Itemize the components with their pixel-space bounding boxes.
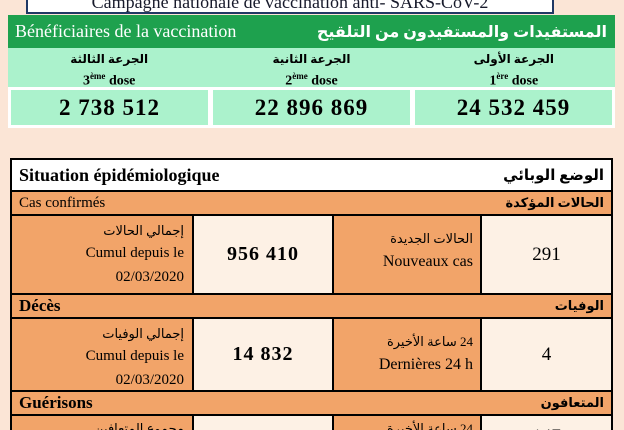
guerisons-row: مجموع المتعافين 936 436 24 ساعة الأخيرة … [12, 416, 611, 430]
dose1-label-ar: الجرعة الأولى [473, 52, 554, 66]
dose1-label-fr: 1ère dose [489, 71, 539, 89]
deces-title-fr: Décès [19, 296, 61, 315]
dose-column-1: الجرعة الأولى 1ère dose [413, 48, 615, 89]
cas-confirmes-row: إجمالي الحالات Cumul depuis le 02/03/202… [12, 216, 611, 293]
nouveaux-cas-label: الحالات الجديدة Nouveaux cas [334, 216, 482, 293]
vaccination-header-fr: Bénéficiaires de la vaccination [15, 21, 237, 41]
deces-24h-label: 24 ساعة الأخيرة Dernières 24 h [334, 319, 482, 390]
guerisons-24h-label: 24 ساعة الأخيرة [334, 416, 482, 430]
deces-cumul-label: إجمالي الوفيات Cumul depuis le 02/03/202… [12, 319, 194, 390]
guerisons-total-label: مجموع المتعافين [12, 416, 194, 430]
dose-labels-row: الجرعة الثالثة 3ème dose الجرعة الثانية … [8, 48, 615, 89]
campaign-title: Campagne nationale de vaccination anti- … [91, 0, 489, 12]
nouveaux-cas-value: 291 [482, 216, 611, 293]
cas-confirmes-cumul-label: إجمالي الحالات Cumul depuis le 02/03/202… [12, 216, 194, 293]
section-bar-cas-confirmes: Cas confirmés الحالات المؤكدة [12, 190, 611, 216]
guerisons-24h-value: 147 [482, 416, 611, 430]
dose2-label-fr: 2ème dose [285, 71, 338, 89]
epidemiology-table: Situation épidémiologique الوضع الوبائي … [10, 158, 613, 430]
campaign-title-box: Campagne nationale de vaccination anti- … [26, 0, 554, 14]
dose3-label-ar: الجرعة الثالثة [70, 52, 149, 66]
epidemiology-header: Situation épidémiologique الوضع الوبائي [12, 160, 611, 190]
dose-column-2: الجرعة الثانية 2ème dose [210, 48, 412, 89]
guerisons-total-value: 936 436 [194, 416, 334, 430]
guerisons-title-ar: المتعافون [540, 395, 604, 410]
dose-column-3: الجرعة الثالثة 3ème dose [8, 48, 210, 89]
vaccination-header-ar: المستفيدات والمستفيدون من التلقيح [316, 23, 607, 41]
cas-confirmes-title-fr: Cas confirmés [19, 194, 106, 211]
dose2-value: 22 896 869 [213, 90, 410, 125]
vaccination-header-bar: Bénéficiaires de la vaccination المستفيد… [8, 15, 615, 48]
deces-cumul-value: 14 832 [194, 319, 334, 390]
dose-values-row: 2 738 512 22 896 869 24 532 459 [8, 87, 615, 128]
epidemiology-header-ar: الوضع الوبائي [503, 167, 604, 184]
cas-confirmes-cumul-value: 956 410 [194, 216, 334, 293]
section-bar-guerisons: Guérisons المتعافون [12, 390, 611, 416]
cas-confirmes-title-ar: الحالات المؤكدة [505, 195, 604, 210]
dose3-value: 2 738 512 [11, 90, 208, 125]
deces-row: إجمالي الوفيات Cumul depuis le 02/03/202… [12, 319, 611, 390]
dose1-value: 24 532 459 [415, 90, 612, 125]
epidemiology-header-fr: Situation épidémiologique [19, 164, 220, 185]
guerisons-title-fr: Guérisons [19, 393, 93, 412]
dose3-label-fr: 3ème dose [82, 71, 136, 89]
section-bar-deces: Décès الوفيات [12, 293, 611, 319]
dose2-label-ar: الجرعة الثانية [272, 52, 351, 66]
deces-title-ar: الوفيات [554, 298, 604, 313]
deces-24h-value: 4 [482, 319, 611, 390]
